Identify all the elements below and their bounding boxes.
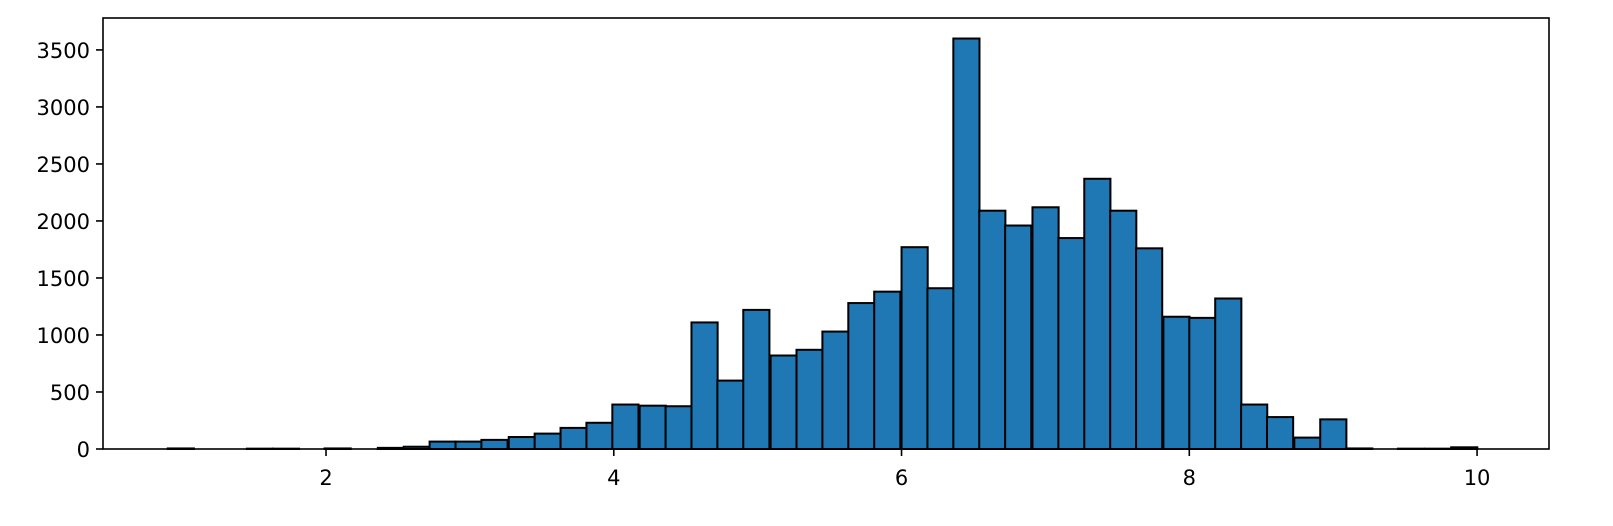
- plot-frame: [102, 17, 1550, 450]
- histogram-bar-37: [1135, 247, 1164, 450]
- histogram-bar-40: [1214, 297, 1243, 450]
- histogram-bar-34: [1057, 237, 1086, 450]
- x-tick-label-3: 8: [1183, 466, 1196, 490]
- histogram-bar-29: [926, 287, 955, 450]
- y-tick-label-2: 1000: [37, 324, 90, 348]
- x-tick-label-4: 10: [1464, 466, 1491, 490]
- histogram-bar-23: [769, 354, 798, 451]
- histogram-bar-14: [533, 432, 562, 451]
- histogram-bar-12: [480, 438, 509, 450]
- histogram-bar-17: [611, 403, 640, 450]
- histogram-bar-11: [454, 440, 483, 450]
- histogram-bar-19: [664, 405, 693, 451]
- histogram-bar-36: [1109, 209, 1138, 450]
- histogram-bar-28: [900, 246, 929, 450]
- x-axis-ticks: 2 4 6 8 10: [319, 449, 1490, 490]
- x-tick-label-2: 6: [895, 466, 908, 490]
- histogram-bar-18: [638, 404, 667, 451]
- y-axis-ticks: 0 500 1000 1500 2000 2500 3000 3500: [37, 39, 103, 462]
- histogram-bar-24: [795, 348, 824, 450]
- y-tick-label-5: 2500: [37, 153, 90, 177]
- histogram-bar-39: [1188, 316, 1217, 451]
- histogram-bar-30: [952, 37, 981, 451]
- histogram-bar-31: [978, 209, 1007, 450]
- histogram-bar-44: [1319, 418, 1348, 450]
- histogram-bar-42: [1265, 416, 1295, 450]
- histogram-bar-27: [873, 290, 902, 450]
- histogram-bar-43: [1293, 436, 1322, 450]
- histogram-bar-20: [690, 321, 719, 450]
- histogram-bar-35: [1083, 177, 1112, 450]
- histogram-bar-22: [742, 308, 771, 450]
- y-tick-label-7: 3500: [37, 39, 90, 63]
- histogram-bar-15: [559, 426, 588, 451]
- histogram-bar-21: [716, 379, 745, 451]
- y-tick-label-6: 3000: [37, 96, 90, 120]
- y-tick-label-4: 2000: [37, 210, 90, 234]
- y-tick-label-3: 1500: [37, 267, 90, 291]
- histogram-bar-38: [1162, 315, 1191, 450]
- histogram-bar-13: [507, 436, 536, 450]
- x-tick-label-1: 4: [607, 466, 620, 490]
- histogram-bar-26: [847, 302, 876, 450]
- histogram-bar-32: [1004, 224, 1033, 450]
- histogram-bar-25: [821, 330, 850, 450]
- histogram-bar-10: [428, 440, 457, 450]
- histogram-bar-33: [1031, 206, 1060, 450]
- x-tick-label-0: 2: [319, 466, 332, 490]
- histogram-bar-41: [1240, 403, 1269, 450]
- y-tick-label-0: 0: [77, 438, 90, 462]
- histogram-bar-16: [585, 421, 614, 451]
- bars-group: [166, 37, 1479, 451]
- y-tick-label-1: 500: [50, 381, 90, 405]
